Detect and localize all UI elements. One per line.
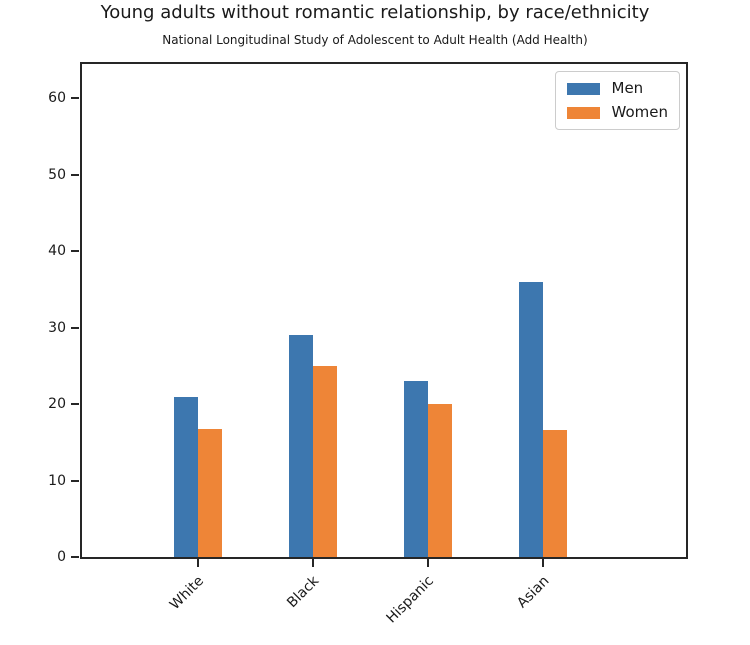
bar-women-black	[313, 365, 337, 557]
y-tick-label: 50	[48, 166, 66, 183]
y-tick-label: 20	[48, 396, 66, 413]
y-tick-label: 40	[48, 243, 66, 260]
y-tick-mark	[71, 479, 79, 482]
y-tick-mark	[71, 250, 79, 253]
bar-men-asian	[519, 281, 543, 557]
y-tick-mark	[71, 326, 79, 329]
y-tick-label: 30	[48, 319, 66, 336]
y-tick-mark	[71, 556, 79, 558]
x-tick-label: Black	[284, 573, 323, 612]
legend-label-men: Men	[611, 79, 644, 97]
bar-women-white	[198, 428, 222, 557]
x-tick-label: Hispanic	[383, 573, 438, 627]
x-tick-label: White	[167, 573, 208, 614]
x-tick-mark	[427, 559, 429, 567]
legend: Men Women	[554, 71, 680, 130]
legend-label-women: Women	[611, 103, 668, 121]
women-color-swatch	[566, 106, 600, 119]
y-tick-mark	[71, 97, 79, 100]
legend-item-women: Women	[566, 103, 668, 121]
chart-subtitle: National Longitudinal Study of Adolescen…	[162, 33, 588, 47]
x-tick-label: Asian	[513, 573, 553, 612]
bar-women-asian	[543, 430, 567, 557]
bar-women-hispanic	[428, 404, 452, 557]
y-tick-mark	[71, 403, 79, 406]
y-tick-label: 60	[48, 90, 66, 107]
bar-men-hispanic	[404, 381, 428, 557]
bar-men-black	[289, 335, 313, 557]
men-color-swatch	[566, 82, 600, 95]
x-tick-mark	[312, 559, 314, 567]
y-tick-mark	[71, 173, 79, 176]
legend-item-men: Men	[566, 79, 668, 97]
y-tick-label: 0	[57, 549, 66, 565]
x-tick-mark	[542, 559, 544, 567]
y-tick-label: 10	[48, 472, 66, 489]
plot-area: Men Women	[80, 62, 688, 559]
bar-men-white	[174, 396, 198, 557]
x-tick-mark	[197, 559, 199, 567]
chart-title: Young adults without romantic relationsh…	[100, 2, 650, 23]
